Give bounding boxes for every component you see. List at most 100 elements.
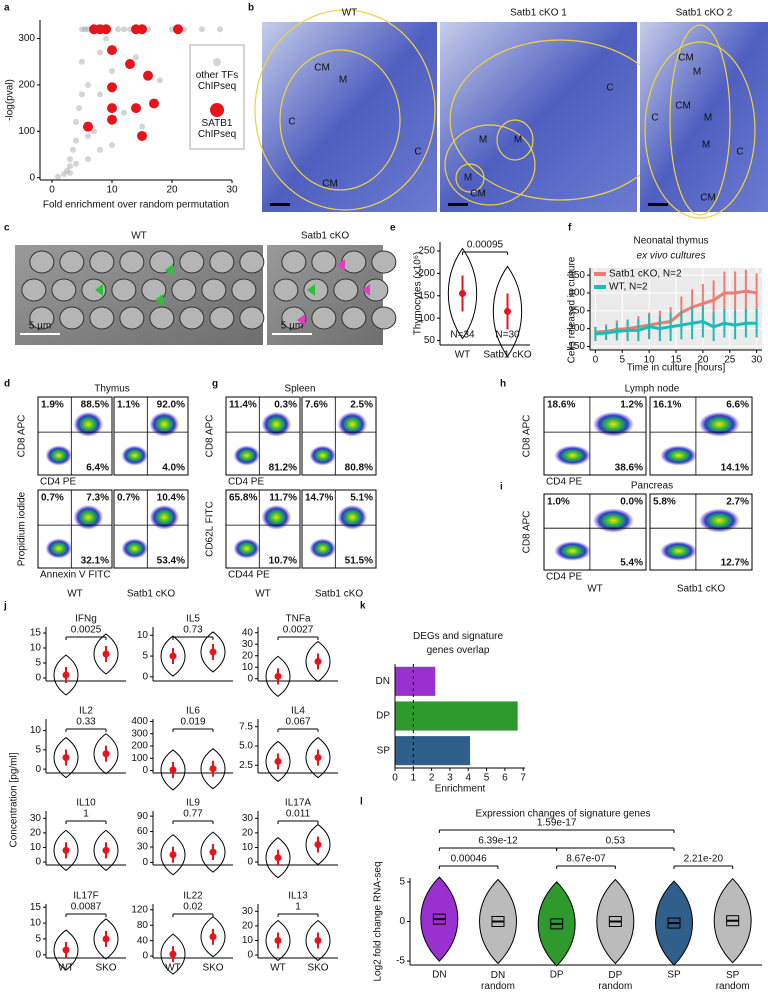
- cell-density: [149, 411, 180, 437]
- scale-bar: [648, 203, 668, 206]
- point: [97, 49, 103, 56]
- panel-title: IL22: [183, 891, 203, 902]
- median: [169, 851, 177, 859]
- cell: [141, 278, 167, 302]
- y-tick-label: 100: [418, 313, 435, 324]
- point: [107, 82, 117, 93]
- quadrant-percent: 1.9%: [41, 400, 64, 411]
- quadrant-percent: 53.4%: [157, 556, 185, 567]
- image-title: Satb1 cKO: [301, 231, 350, 242]
- cell: [273, 278, 299, 302]
- x-tick-label: 10: [106, 185, 118, 196]
- cell-density: [149, 504, 180, 530]
- zone-label: C: [651, 113, 658, 124]
- quadrant-percent: 4.0%: [162, 463, 185, 474]
- zone-label: CM: [314, 63, 330, 74]
- cell: [209, 306, 235, 330]
- point: [85, 132, 91, 139]
- point: [101, 24, 111, 35]
- median: [209, 848, 217, 856]
- y-tick-label: 10: [242, 662, 254, 673]
- zone-outline: [644, 41, 756, 219]
- median: [62, 754, 70, 762]
- flow-y-label: Propidium iodide: [17, 491, 28, 566]
- median: [274, 757, 282, 765]
- cell-density: [660, 445, 697, 466]
- p-value: 0.067: [285, 717, 310, 728]
- y-tick-label: 250: [568, 305, 585, 316]
- zone-label: CM: [675, 101, 691, 112]
- y-tick-label: 0: [247, 673, 253, 684]
- x-tick-label: 10: [644, 355, 656, 366]
- y-tick-label: DP: [376, 711, 390, 722]
- point: [199, 26, 205, 33]
- violin-outline: [53, 736, 79, 779]
- median: [314, 936, 322, 944]
- arrow: [155, 294, 163, 306]
- point: [107, 45, 117, 56]
- quadrant-percent: 7.6%: [305, 400, 328, 411]
- cell: [21, 278, 47, 302]
- x-tick-label: Satb1 cKO: [483, 350, 532, 361]
- panel-letter: c: [4, 223, 10, 234]
- cell: [149, 306, 175, 330]
- median: [102, 750, 110, 758]
- y-tick-label: 5: [142, 651, 148, 662]
- y-axis-label: Thymocytes (x10⁶): [413, 252, 424, 336]
- cell: [341, 250, 367, 274]
- violin-outline: [265, 837, 291, 879]
- quadrant-percent: 32.1%: [81, 556, 109, 567]
- x-tick-label: 5: [484, 773, 490, 784]
- panel-title: IL4: [291, 706, 305, 717]
- quadrant-percent: 7.3%: [86, 493, 109, 504]
- histology-image: [440, 22, 637, 212]
- p-value: 0.33: [76, 717, 96, 728]
- flow-title: Thymus: [94, 384, 130, 395]
- legend-label: Satb1 cKO, N=2: [609, 269, 682, 280]
- cell: [239, 306, 265, 330]
- x-tick-label: SKO: [307, 963, 328, 974]
- violin-outline: [200, 831, 226, 873]
- y-tick-label: 60: [137, 826, 149, 837]
- y-tick-label: 0: [142, 857, 148, 868]
- y-tick-label: 5: [399, 877, 405, 888]
- arrow: [297, 314, 305, 326]
- violin-outline: [53, 929, 79, 971]
- zone-label: CM: [700, 193, 716, 204]
- y-tick-label: 200: [18, 80, 35, 91]
- cell-density: [554, 445, 591, 466]
- y-tick-label: 2.5: [239, 760, 253, 771]
- image-title: WT: [131, 231, 147, 242]
- cell-density: [73, 504, 104, 530]
- point: [83, 121, 93, 132]
- quadrant-percent: 38.6%: [615, 463, 643, 474]
- y-tick-label: 350: [568, 270, 585, 281]
- y-tick-label: 100: [131, 753, 148, 764]
- point: [85, 156, 91, 163]
- cell: [59, 250, 85, 274]
- y-tick-label: 5: [35, 658, 41, 669]
- x-tick-label: 30: [226, 185, 238, 196]
- flow-y-label: CD62L FITC: [205, 501, 216, 557]
- quadrant-percent: 2.5%: [350, 400, 373, 411]
- bar: [395, 701, 518, 731]
- scale-bar: [272, 333, 312, 335]
- point: [97, 146, 103, 153]
- y-tick-label: 0: [35, 673, 41, 684]
- zone-label: M: [479, 135, 487, 146]
- zone-label: M: [693, 67, 701, 78]
- y-tick-label: 20: [242, 828, 254, 839]
- y-tick-label: 300: [18, 33, 35, 44]
- median: [274, 854, 282, 862]
- chart-subtitle: ex vivo cultures: [637, 251, 706, 262]
- arrow: [362, 284, 370, 296]
- point: [55, 173, 61, 180]
- panel-title: IL6: [186, 706, 200, 717]
- cell: [81, 278, 107, 302]
- x-tick-label: WT: [455, 350, 471, 361]
- y-tick-label: 0: [29, 172, 35, 183]
- point: [73, 137, 79, 144]
- cell-density: [73, 411, 104, 437]
- cell: [29, 250, 55, 274]
